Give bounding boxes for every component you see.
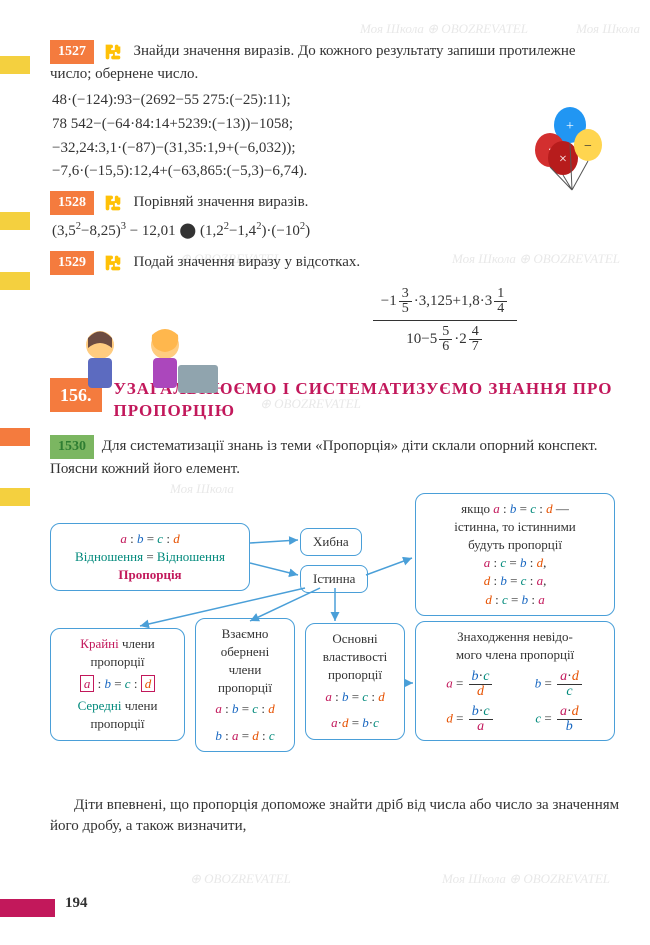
frac-part: −1 [381,293,397,309]
label: пропорції [206,679,284,697]
puzzle-icon [102,252,124,274]
exercise-number: 1528 [50,191,94,215]
frac-den: 6 [439,340,452,354]
page-tab [0,899,55,917]
children-illustration [70,320,230,400]
exercise-prompt: Подай значення виразу у відсотках. [134,254,361,270]
label: будуть пропорції [426,536,604,554]
puzzle-icon [102,41,124,63]
concept-diagram: a : b = c : d Відношення = Відношення Пр… [50,493,620,783]
puzzle-icon [102,192,124,214]
frac-part: ·2 [454,331,467,347]
side-tab [0,56,30,74]
frac-num: 5 [439,325,452,340]
exercise-1529: 1529 Подай значення виразу у відсотках. [50,251,620,275]
watermark: ⊕ OBOZREVATEL [190,870,291,889]
exercise-prompt: Порівняй значення виразів. [134,194,309,210]
frac-part: ·3,125+1,8·3 [414,293,492,309]
exercise-number: 1529 [50,251,94,275]
exercise-prompt: Знайди значення виразів. До кожного резу… [50,43,576,82]
box-false: Хибна [300,528,362,556]
exercise-1528: 1528 Порівняй значення виразів. (3,52−8,… [50,191,620,243]
label: Взаємно [206,625,284,643]
box-properties: Основні властивості пропорції a : b = c … [305,623,405,740]
exercise-number: 1530 [50,435,94,459]
box-inverse: Взаємно обернені члени пропорції a : b =… [195,618,295,752]
watermark: Моя Школа ⊕ OBOZREVATEL [442,870,610,889]
expression-line: −32,24:3,1·(−87)−(31,35:1,9+(−6,032)); [52,138,620,160]
watermark: Моя Школа [576,20,640,39]
formula-1529: −135·3,125+1,8·314 10−556·247 [270,283,620,358]
watermark: Моя Школа ⊕ OBOZREVATEL [360,20,528,39]
box-find-unknown: Знаходження невідо- мого члена пропорції… [415,621,615,741]
expression-line: (3,52−8,25)3 − 12,01 ⬤ (1,22−1,42)·(−102… [52,223,310,239]
exercise-1527: 1527 Знайди значення виразів. До кожного… [50,40,620,183]
frac-den: 7 [469,340,482,354]
frac-part: 10−5 [406,331,437,347]
frac-num: 1 [494,287,507,302]
expression-line: 48·(−124):93−(2692−55 275:(−25):11); [52,90,620,112]
box-if-true: якщо a : b = c : d — істинна, то істинни… [415,493,615,616]
label: пропорції [316,666,394,684]
footer-paragraph: Діти впевнені, що пропорція допоможе зна… [50,795,620,839]
expression-line: 78 542−(−64·84:14+5239:(−13))−1058; [52,114,620,136]
side-tab [0,488,30,506]
expression-line: −7,6·(−15,5):12,4+(−63,865:(−5,3)−6,74). [52,161,620,183]
exercise-1530: 1530 Для систематизації знань із теми «П… [50,435,620,481]
box-extreme-members: Крайні члени пропорції a : b = c : d Сер… [50,628,185,741]
frac-num: 4 [469,325,482,340]
frac-den: 5 [399,302,412,316]
side-tab [0,428,30,446]
page-number: 194 [65,893,88,915]
exercise-number: 1527 [50,40,94,64]
label: обернені [206,643,284,661]
label: Пропорція [61,566,239,584]
label: члени [206,661,284,679]
side-tab [0,212,30,230]
label: істинна, то істинними [426,518,604,536]
frac-num: 3 [399,287,412,302]
label: властивості [316,648,394,666]
frac-den: 4 [494,302,507,316]
label: Основні [316,630,394,648]
side-tab [0,272,30,290]
exercise-prompt: Для систематизації знань із теми «Пропор… [50,438,598,477]
box-proportion: a : b = c : d Відношення = Відношення Пр… [50,523,250,592]
box-true: Істинна [300,565,368,593]
